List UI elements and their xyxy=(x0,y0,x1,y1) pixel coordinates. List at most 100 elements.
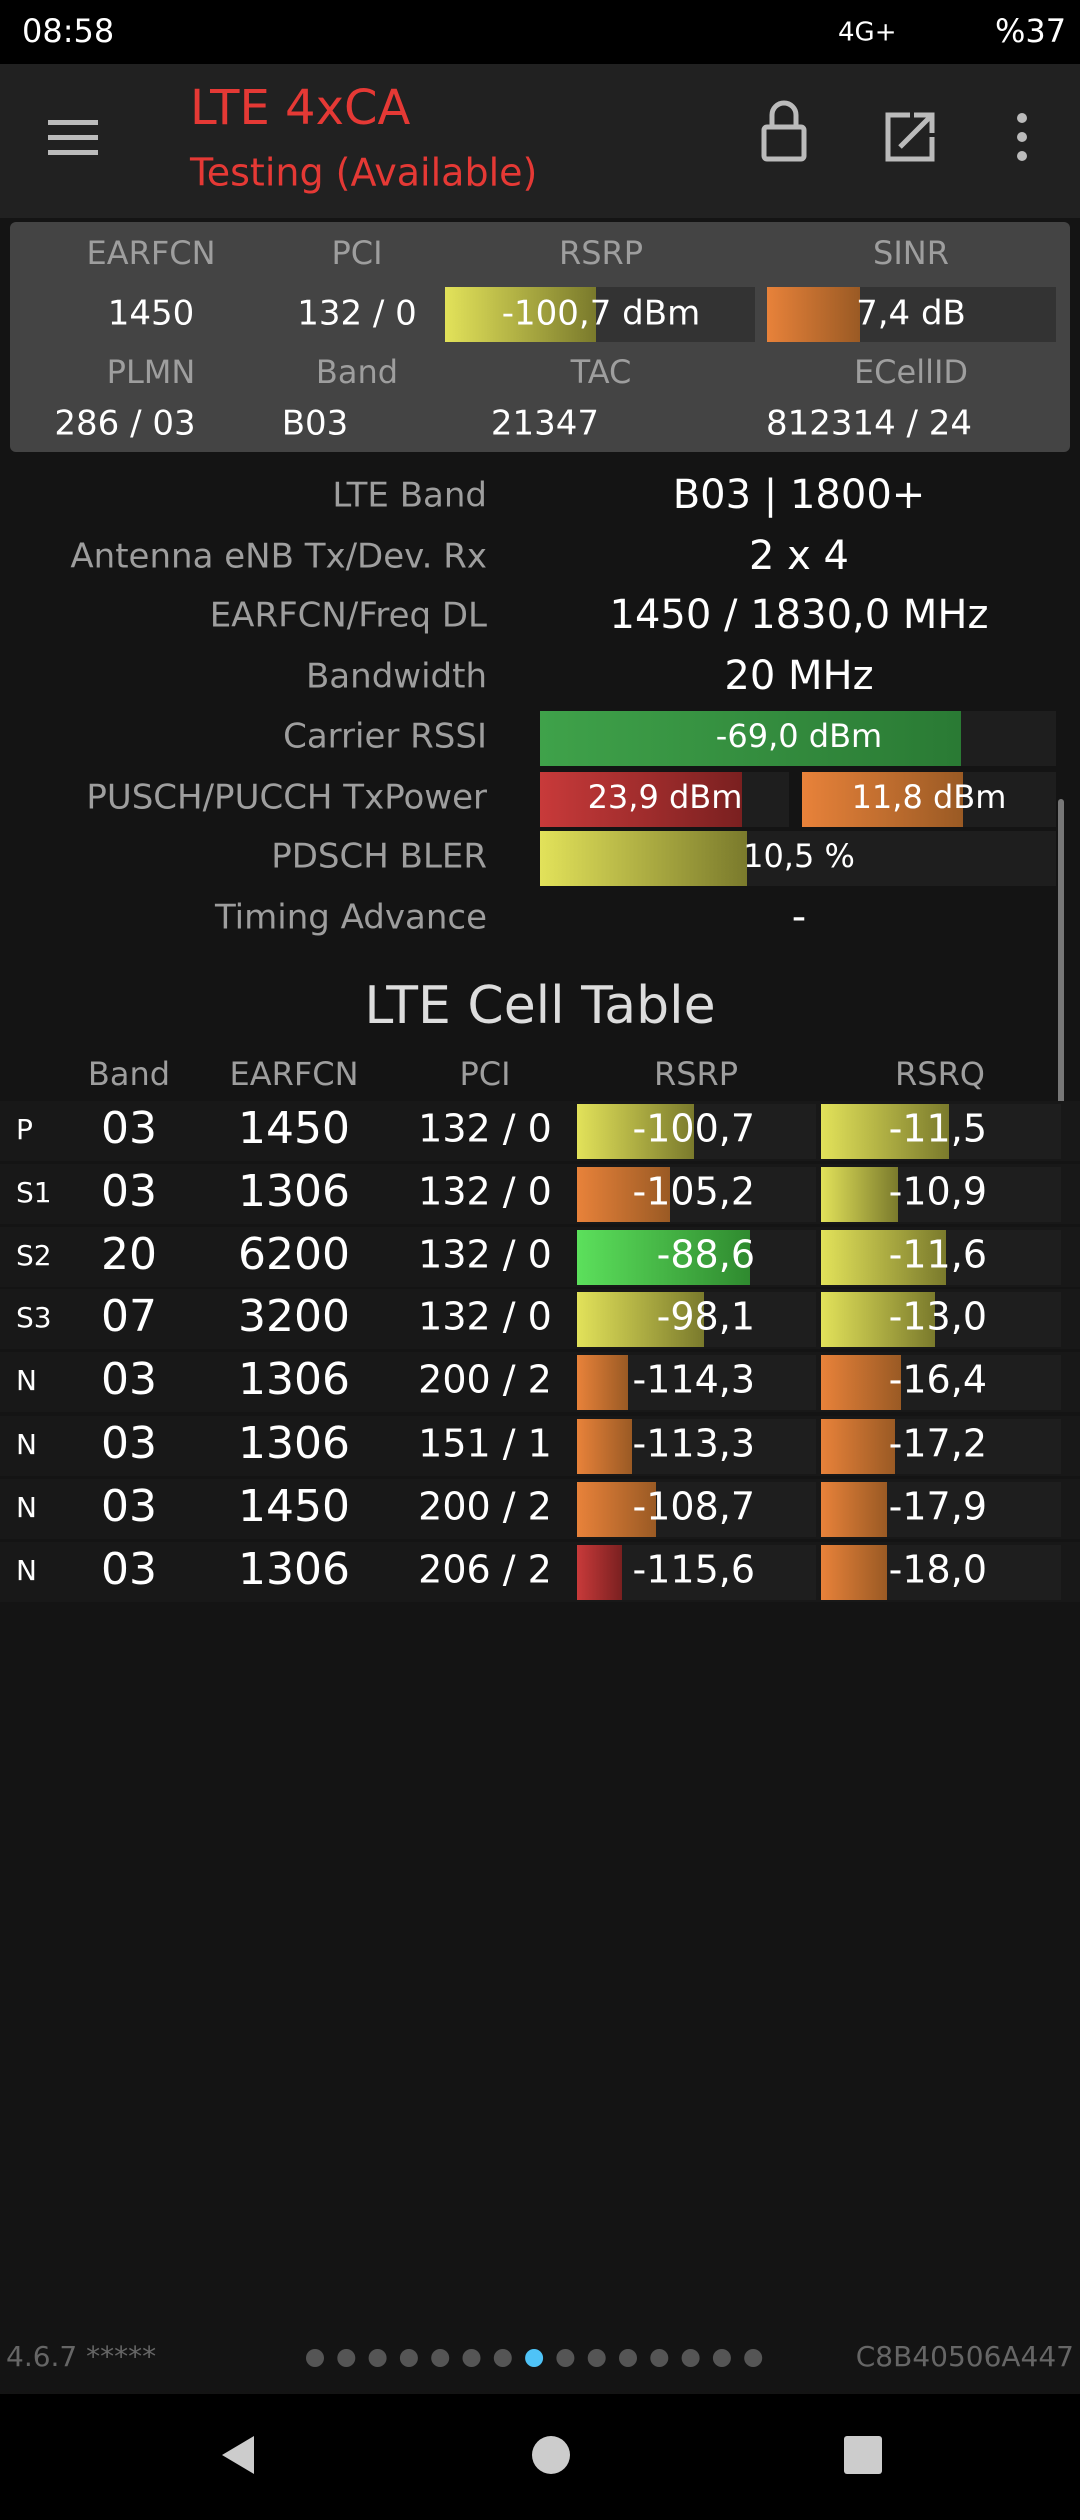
detail-label: Antenna eNB Tx/Dev. Rx xyxy=(70,537,487,577)
bar-fill xyxy=(802,772,963,827)
time: 08:58 xyxy=(22,12,114,50)
lock-icon[interactable] xyxy=(761,100,807,162)
network: 4G+ xyxy=(838,18,896,48)
summary-label: TAC xyxy=(570,353,632,391)
summary-value: 286 / 03 xyxy=(54,404,195,444)
battery: %37 xyxy=(995,12,1066,50)
page-dot[interactable] xyxy=(306,2349,324,2367)
cell-rsrp: -88,6 xyxy=(657,1233,755,1277)
detail-value: 23,9 dBm xyxy=(588,778,743,816)
column-header: RSRP xyxy=(654,1055,738,1093)
cell-earfcn: 1450 xyxy=(238,1481,350,1532)
home-button[interactable] xyxy=(532,2436,570,2474)
page-dot[interactable] xyxy=(525,2349,544,2367)
detail-value: 1450 / 1830,0 MHz xyxy=(610,592,989,638)
cell-pci: 200 / 2 xyxy=(418,1358,552,1402)
detail-value: -69,0 dBm xyxy=(716,717,882,755)
column-header: RSRQ xyxy=(895,1055,985,1093)
cell-earfcn: 1306 xyxy=(238,1354,350,1405)
back-button[interactable] xyxy=(222,2436,254,2474)
cell-type: P xyxy=(16,1113,33,1146)
detail-value: 10,5 % xyxy=(743,837,855,875)
summary-value: 132 / 0 xyxy=(297,294,417,334)
summary-label: RSRP xyxy=(559,234,643,272)
table-title: LTE Cell Table xyxy=(364,976,715,1036)
bar-fill xyxy=(821,1104,949,1159)
page-dot[interactable] xyxy=(493,2349,512,2367)
cell-rsrq: -16,4 xyxy=(889,1358,987,1402)
cell-pci: 200 / 2 xyxy=(418,1485,552,1529)
summary-value: 21347 xyxy=(491,404,599,444)
bar-fill xyxy=(577,1545,622,1600)
bar-fill xyxy=(767,287,860,342)
detail-label: EARFCN/Freq DL xyxy=(210,596,487,636)
detail-value: 2 x 4 xyxy=(749,533,849,579)
cell-rsrq: -17,2 xyxy=(889,1422,987,1466)
cell-band: 03 xyxy=(101,1103,157,1154)
open-icon[interactable] xyxy=(885,112,935,162)
scrollbar xyxy=(1058,799,1064,1104)
cell-type: S2 xyxy=(16,1239,52,1272)
menu-icon[interactable] xyxy=(48,120,98,155)
bar-fill xyxy=(821,1355,901,1410)
bar-fill xyxy=(445,287,596,342)
status-bar xyxy=(0,0,1080,64)
bar-fill xyxy=(821,1230,946,1285)
device-id: C8B40506A447 xyxy=(856,2340,1074,2373)
bar-fill xyxy=(577,1292,704,1347)
cell-rsrp: -113,3 xyxy=(633,1422,756,1466)
page-dot[interactable] xyxy=(681,2349,700,2367)
summary-label: Band xyxy=(316,353,398,391)
bar-fill xyxy=(577,1355,628,1410)
cell-earfcn: 1306 xyxy=(238,1418,350,1469)
bar-fill xyxy=(540,711,961,766)
page-dot[interactable] xyxy=(368,2349,387,2367)
cell-pci: 206 / 2 xyxy=(418,1548,552,1592)
bar-fill xyxy=(540,831,747,886)
detail-value: 20 MHz xyxy=(724,653,873,699)
cell-pci: 151 / 1 xyxy=(418,1422,552,1466)
cell-band: 03 xyxy=(101,1354,157,1405)
detail-value: B03 | 1800+ xyxy=(673,472,926,518)
cell-rsrq: -18,0 xyxy=(889,1548,987,1592)
cell-earfcn: 1306 xyxy=(238,1544,350,1595)
page-dot[interactable] xyxy=(712,2349,731,2367)
cell-band: 07 xyxy=(101,1291,157,1342)
page-dot[interactable] xyxy=(619,2349,637,2367)
page-dot[interactable] xyxy=(431,2349,450,2367)
detail-value: - xyxy=(792,894,806,940)
more-icon[interactable] xyxy=(1017,113,1027,161)
detail-label: Carrier RSSI xyxy=(283,717,487,757)
page-dot[interactable] xyxy=(587,2349,606,2367)
cell-earfcn: 1306 xyxy=(238,1166,350,1217)
summary-label: PLMN xyxy=(107,353,196,391)
column-header: Band xyxy=(88,1055,170,1093)
bar-fill xyxy=(821,1482,887,1537)
cell-earfcn: 1450 xyxy=(238,1103,350,1154)
cell-pci: 132 / 0 xyxy=(418,1107,552,1151)
bar-fill xyxy=(577,1104,694,1159)
cell-band: 03 xyxy=(101,1481,157,1532)
bar-fill xyxy=(540,772,742,827)
summary-value: 812314 / 24 xyxy=(766,404,972,444)
bar-fill xyxy=(821,1545,887,1600)
cell-type: N xyxy=(16,1554,37,1587)
cell-band: 20 xyxy=(101,1229,157,1280)
cell-pci: 132 / 0 xyxy=(418,1233,552,1277)
cell-earfcn: 6200 xyxy=(238,1229,350,1280)
page-dot[interactable] xyxy=(556,2349,575,2367)
cell-type: S1 xyxy=(16,1176,52,1209)
cell-rsrp: -100,7 xyxy=(633,1107,756,1151)
page-dot[interactable] xyxy=(650,2349,669,2367)
page-dot[interactable] xyxy=(399,2349,418,2367)
page-dot[interactable] xyxy=(744,2349,763,2367)
bar-fill xyxy=(577,1419,632,1474)
page-dot[interactable] xyxy=(462,2349,481,2367)
page-dot[interactable] xyxy=(337,2349,356,2367)
detail-label: PDSCH BLER xyxy=(271,837,487,877)
recents-button[interactable] xyxy=(844,2436,882,2474)
cell-rsrq: -17,9 xyxy=(889,1485,987,1529)
bar-fill xyxy=(821,1167,898,1222)
cell-rsrp: -98,1 xyxy=(657,1295,755,1339)
detail-label: PUSCH/PUCCH TxPower xyxy=(86,778,487,818)
